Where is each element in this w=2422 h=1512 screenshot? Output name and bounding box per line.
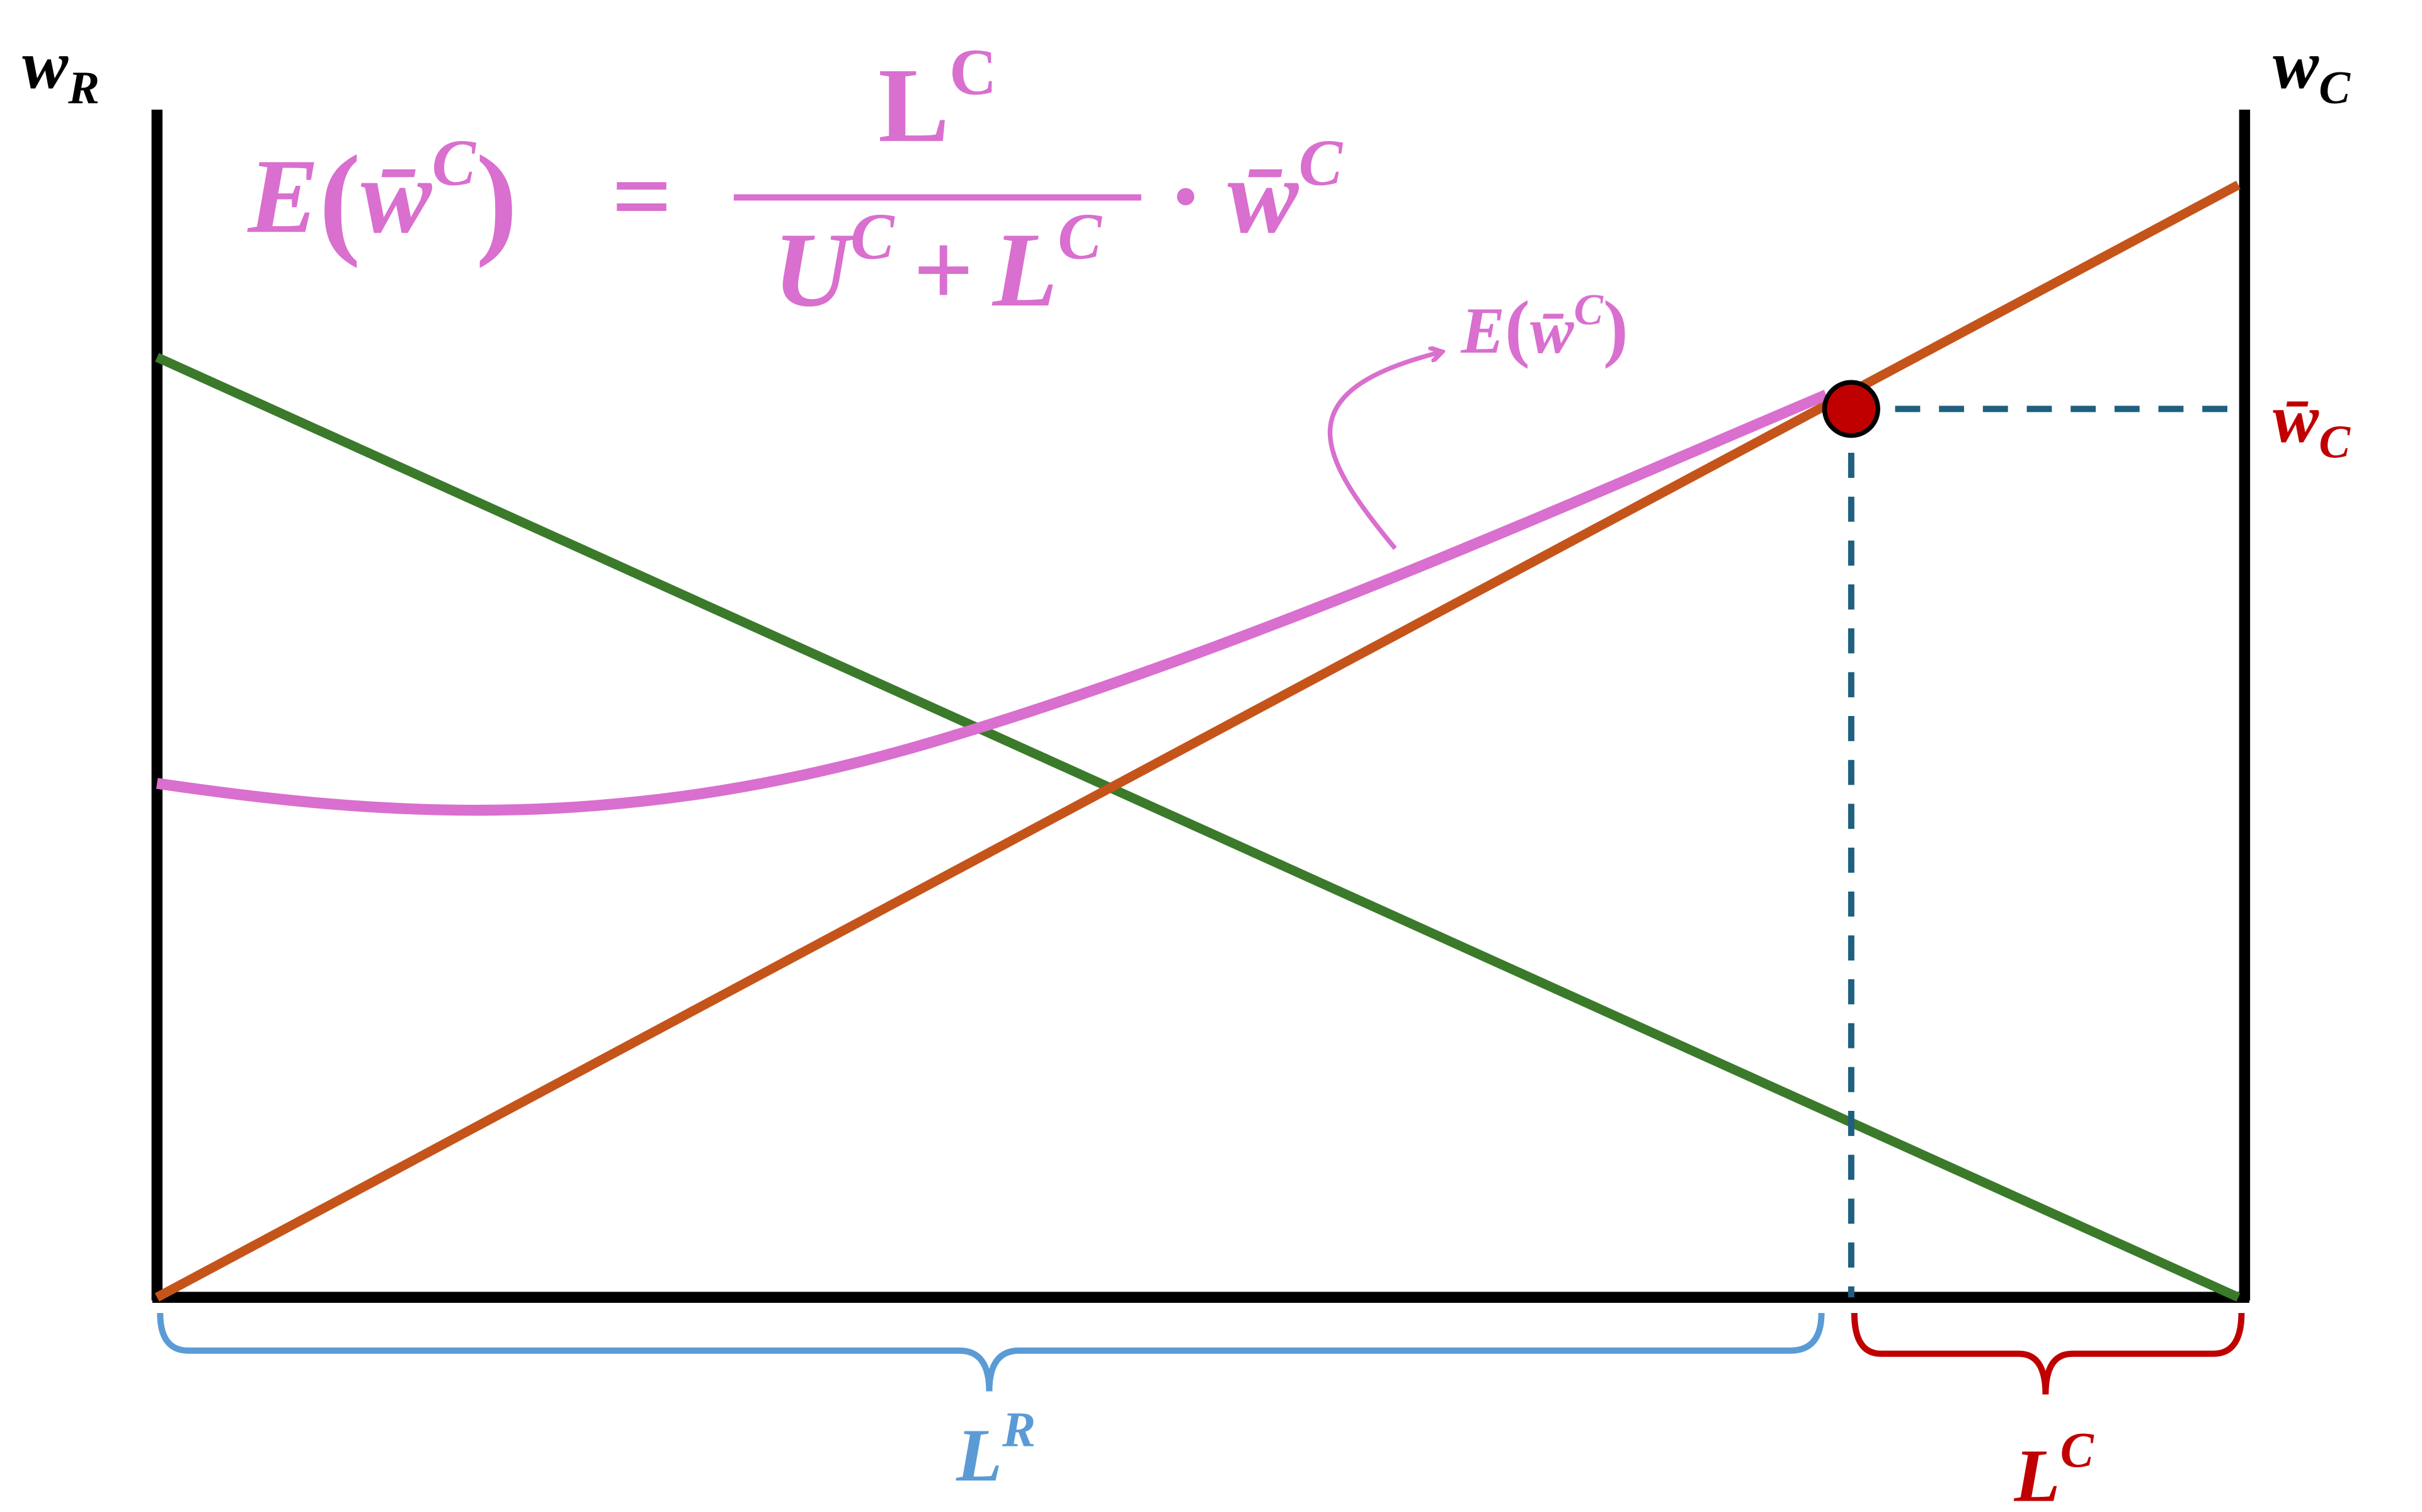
left-axis-label: wR: [22, 26, 100, 114]
var: w̄: [361, 137, 433, 255]
formula: E(w̄C) = LC UC + LC · w̄C: [247, 35, 1344, 329]
right-brace-label: LC: [2014, 1423, 2094, 1512]
func: E: [247, 137, 319, 255]
paren: (: [319, 130, 360, 269]
label-base: w: [2273, 26, 2319, 103]
left-brace-label: LR: [956, 1402, 1036, 1498]
sub: C: [2319, 416, 2351, 469]
curve-label: E(w̄C): [1460, 286, 1628, 369]
var: w̄: [1530, 294, 1575, 367]
sup: C: [949, 35, 997, 108]
orange-line: [154, 181, 2241, 1302]
label-arrow: [1327, 353, 1439, 550]
formula-lhs: E(w̄C): [247, 127, 518, 270]
denominator: UC + LC: [774, 200, 1102, 329]
equals: =: [612, 137, 672, 255]
numerator: LC: [878, 35, 997, 164]
dot: ·: [1168, 137, 1203, 255]
sup: R: [1002, 1402, 1036, 1458]
paren: ): [476, 130, 517, 269]
axes: [151, 110, 2251, 1303]
paren: ): [1603, 286, 1628, 369]
expected-wage-curve: [156, 389, 1829, 816]
plus: +: [913, 210, 974, 329]
equilibrium-point: [1822, 380, 1880, 438]
label-sub: R: [67, 62, 100, 114]
left-brace: [157, 1312, 1825, 1392]
base: w̄: [1228, 137, 1300, 255]
base: U: [774, 210, 855, 329]
base: L: [991, 210, 1058, 329]
sup: C: [850, 200, 895, 273]
sup: C: [1058, 200, 1102, 273]
sup: C: [2060, 1423, 2094, 1478]
base: L: [956, 1414, 1002, 1497]
formula-rhs: w̄C: [1228, 127, 1344, 256]
sup: C: [1574, 286, 1604, 334]
func: E: [1460, 294, 1505, 367]
green-line: [155, 353, 2241, 1302]
base: L: [2014, 1435, 2060, 1512]
paren: (: [1505, 286, 1530, 369]
right-brace: [1851, 1312, 2245, 1395]
equilibrium-label: w̄C: [2273, 380, 2351, 469]
label-sub: C: [2319, 62, 2351, 114]
sup: C: [1298, 127, 1343, 200]
base: L: [878, 46, 949, 164]
base: w̄: [2273, 380, 2319, 457]
label-base: w: [22, 26, 69, 103]
right-axis-label: wC: [2273, 26, 2351, 114]
sup: C: [432, 127, 477, 200]
